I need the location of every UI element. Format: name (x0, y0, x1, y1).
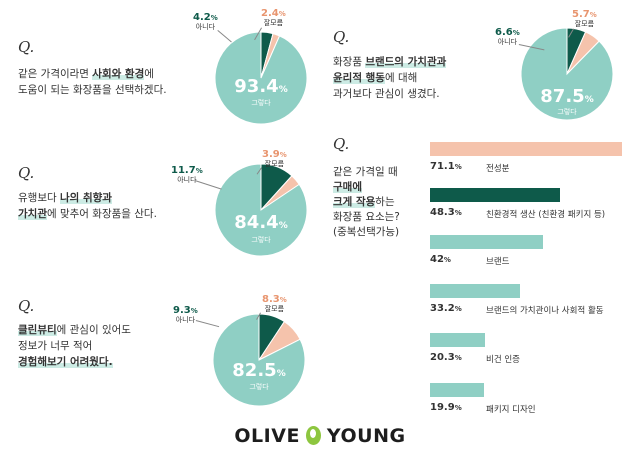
main-label: 그렇다 (557, 108, 577, 116)
main-label: 그렇다 (251, 236, 271, 244)
pie-chart (214, 31, 308, 125)
question-mark: Q. (18, 164, 35, 182)
bar (430, 235, 544, 249)
bar (430, 142, 622, 156)
bar (430, 188, 561, 202)
bar-category-label: 비건 인증 (486, 355, 520, 365)
main-percentage: 87.5% (540, 86, 594, 107)
bar-value-label: 20.3% (430, 352, 462, 363)
main-percentage: 84.4% (234, 212, 288, 233)
callout-no: 4.2% 아니다 (193, 12, 218, 32)
question-text: 같은 가격일 때 구매에 크게 작용하는 화장품 요소는? (중복선택가능) (333, 166, 400, 238)
question-text: 화장품 브랜드의 가치관과 윤리적 행동에 대해 과거보다 관심이 생겼다. (333, 56, 447, 100)
question-mark: Q. (18, 297, 35, 315)
question-text: 유행보다 나의 취향과 가치관에 맞추어 화장품을 산다. (18, 192, 157, 220)
question-text: 같은 가격이라면 사회와 환경에 도움이 되는 화장품을 선택하겠다. (18, 68, 167, 96)
bar-category-label: 친환경적 생산 (친환경 패키지 등) (486, 210, 606, 220)
callout-no: 9.3% 아니다 (173, 305, 198, 325)
callout-no: 6.6% 아니다 (495, 27, 520, 47)
callout-no: 11.7% 아니다 (171, 165, 203, 185)
callout-unknown: 5.7% 잘모름 (572, 9, 597, 29)
bar-category-label: 패키지 디자인 (486, 405, 536, 415)
bar (430, 284, 520, 298)
pie-slice-yes (214, 31, 308, 125)
main-percentage: 93.4% (234, 76, 288, 97)
main-label: 그렇다 (249, 383, 269, 391)
main-label: 그렇다 (251, 99, 271, 107)
question-mark: Q. (333, 135, 350, 153)
olive-young-logo: OLIVE YOUNG (234, 425, 406, 447)
bar (430, 333, 485, 347)
pie-slice-yes (212, 313, 306, 407)
bar-value-label: 48.3% (430, 207, 462, 218)
callout-unknown: 8.3% 잘모름 (262, 294, 287, 314)
pie-chart (212, 313, 306, 407)
pie-slice-yes (520, 27, 614, 121)
bar-value-label: 42% (430, 254, 451, 265)
bar-category-label: 브랜드의 가치관이나 사회적 활동 (486, 306, 604, 316)
pie-slice-yes (214, 163, 308, 257)
bar-category-label: 전성분 (486, 164, 510, 174)
bar-category-label: 브랜드 (486, 257, 510, 267)
callout-unknown: 3.9% 잘모름 (262, 149, 287, 169)
olive-mark-icon (305, 426, 321, 445)
bar (430, 383, 484, 397)
bar-value-label: 71.1% (430, 161, 462, 172)
bar-value-label: 19.9% (430, 402, 462, 413)
question-text: 클린뷰티에 관심이 있어도 정보가 너무 적어 경험해보기 어려웠다. (18, 324, 131, 368)
callout-unknown: 2.4% 잘모름 (261, 8, 286, 28)
pie-chart (214, 163, 308, 257)
question-mark: Q. (333, 28, 350, 46)
bar-value-label: 33.2% (430, 303, 462, 314)
question-mark: Q. (18, 38, 35, 56)
main-percentage: 82.5% (232, 360, 286, 381)
pie-chart (520, 27, 614, 121)
